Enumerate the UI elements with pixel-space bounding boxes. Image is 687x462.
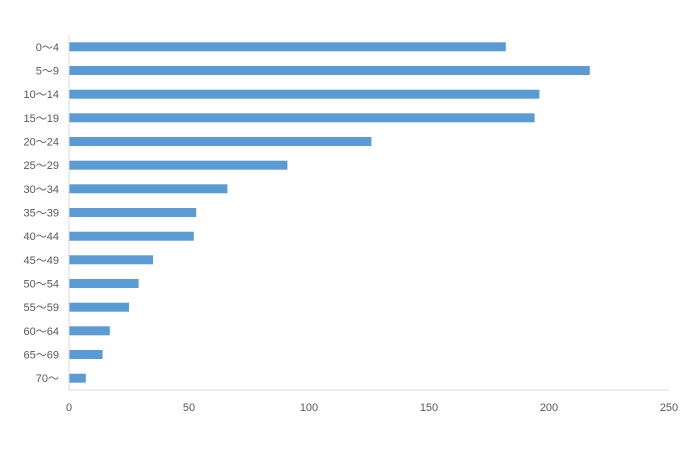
bars-layer — [69, 42, 590, 383]
bar-14 — [69, 373, 86, 383]
category-label-4: 20～24 — [24, 137, 59, 149]
category-label-2: 10～14 — [24, 89, 59, 101]
bar-1 — [69, 66, 590, 75]
category-label-13: 65～69 — [24, 350, 59, 362]
category-label-6: 30～34 — [24, 184, 59, 196]
category-label-8: 40～44 — [24, 231, 59, 243]
bar-7 — [69, 208, 197, 217]
category-label-14: 70～ — [36, 373, 59, 385]
category-label-11: 55～59 — [24, 302, 59, 314]
category-label-1: 5～9 — [36, 66, 59, 78]
x-tick-label-5: 250 — [660, 402, 678, 414]
bar-11 — [69, 302, 129, 312]
bar-6 — [69, 184, 228, 194]
bar-13 — [69, 350, 103, 359]
bar-3 — [69, 113, 535, 123]
bar-2 — [69, 89, 540, 99]
category-label-10: 50～54 — [24, 279, 59, 291]
category-label-0: 0～4 — [36, 42, 59, 54]
bar-10 — [69, 279, 139, 288]
axis-layer — [68, 35, 669, 391]
bar-12 — [69, 326, 110, 336]
category-labels: 0～4 5～9 10～14 15～19 20～24 25～29 30～34 35～39 40～4… — [24, 42, 59, 385]
category-label-9: 45～49 — [24, 255, 59, 267]
x-tick-label-0: 0 — [66, 402, 72, 414]
x-tick-label-1: 50 — [183, 402, 195, 414]
x-tick-label-2: 100 — [300, 402, 318, 414]
category-label-12: 60～64 — [24, 326, 59, 338]
bar-5 — [69, 160, 288, 170]
bar-9 — [69, 255, 153, 265]
category-label-3: 15～19 — [24, 113, 59, 125]
category-label-7: 35～39 — [24, 208, 59, 220]
bar-4 — [69, 137, 372, 146]
bar-0 — [69, 42, 506, 52]
x-tick-label-4: 200 — [540, 402, 558, 414]
x-tick-labels: 0 50 100 150 200 250 — [66, 402, 678, 414]
bar-8 — [69, 231, 194, 241]
category-label-5: 25～29 — [24, 160, 59, 172]
x-tick-label-3: 150 — [420, 402, 438, 414]
